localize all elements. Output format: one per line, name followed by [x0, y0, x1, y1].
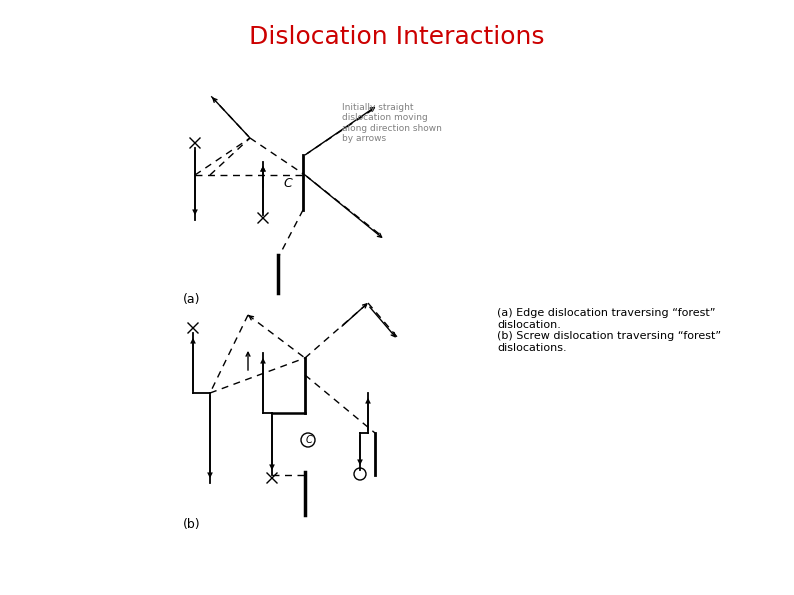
Text: Dislocation Interactions: Dislocation Interactions [249, 25, 545, 49]
Text: Initially straight
dislocation moving
along direction shown
by arrows: Initially straight dislocation moving al… [342, 103, 442, 143]
Text: (a) Edge dislocation traversing “forest”
dislocation.
(b) Screw dislocation trav: (a) Edge dislocation traversing “forest”… [497, 308, 721, 353]
Text: C: C [306, 435, 312, 445]
Text: (b): (b) [183, 518, 201, 531]
Text: (a): (a) [183, 293, 201, 306]
Text: C: C [283, 177, 291, 189]
